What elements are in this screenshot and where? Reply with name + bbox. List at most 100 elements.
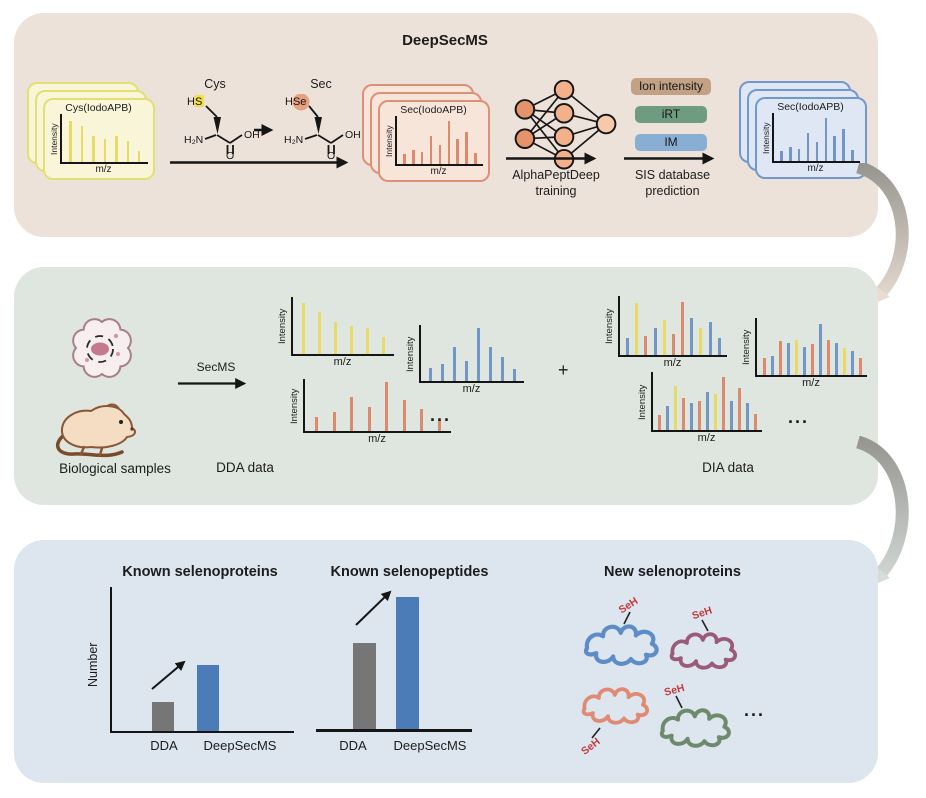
nn-output-node [595, 113, 617, 135]
chart1-bar-deepsecms [197, 665, 219, 731]
chart1-title: Known selenoproteins [122, 564, 278, 580]
number-axis-label: Number [86, 642, 100, 688]
predicted-spectrum-card-stack: Sec(IodoAPB) Intensity m/z [739, 81, 867, 179]
ms-spectrum-plot [303, 379, 451, 433]
neural-network-icon [514, 80, 617, 170]
chart2-bar-dda [353, 643, 376, 729]
secms-arrow-label: SecMS [196, 360, 236, 374]
mouse-nose [130, 427, 134, 431]
ms-spectrum-plot [755, 318, 867, 377]
mouse-eye [119, 420, 123, 424]
dia-data-label: DIA data [702, 460, 754, 475]
x-axis-label: m/z [95, 164, 112, 175]
x-axis-label: m/z [663, 357, 682, 369]
dda-data-label: DDA data [216, 460, 274, 475]
cys-to-sec-arrow [254, 124, 274, 136]
ms-spectrum-plot [60, 114, 148, 164]
y-axis-label: Intensity [761, 122, 771, 154]
cys-label: Cys [204, 77, 226, 91]
ms-spectrum-plot [618, 296, 727, 357]
sec-spectrum-card: Sec(IodoAPB) Intensity m/z [378, 100, 490, 182]
dda-spectrum-blue: Intensity m/z [405, 325, 524, 398]
chart1-xtick-dda: DDA [150, 738, 178, 753]
hydroxyl-label: OH [345, 129, 361, 141]
wedge-bond [213, 117, 221, 134]
nn-input-node [514, 128, 536, 149]
x-axis-label: m/z [333, 356, 352, 368]
hse-group-label: HSe [285, 96, 306, 108]
sec-label: Sec [310, 77, 332, 91]
x-axis-label: m/z [807, 163, 824, 174]
card-title: Cys(IodoAPB) [65, 102, 132, 114]
chart2-xtick-deepsecms: DeepSecMS [393, 738, 467, 753]
cys-spectrum-card-stack: Cys(IodoAPB) Intensity m/z [27, 82, 155, 180]
carbonyl-o-label: O [226, 150, 234, 160]
chart2-xtick-dda: DDA [339, 738, 367, 753]
x-axis-label: m/z [462, 383, 481, 395]
hydroxyl-label: OH [244, 129, 260, 141]
plus-sign: + [558, 360, 569, 380]
dda-ellipsis: ... [430, 405, 452, 425]
nucleus-dashed-ring [86, 335, 114, 363]
cysteine-structure: HS H₂N OH O [184, 95, 260, 160]
x-axis-label: m/z [368, 433, 386, 445]
seh-label: SeH [617, 595, 641, 616]
protein-ribbon-maroon: SeH [666, 604, 744, 674]
proteins-ellipsis: ... [744, 700, 766, 720]
x-axis-label: m/z [430, 166, 447, 177]
training-arrow [506, 152, 597, 165]
mouse-legs [79, 445, 104, 457]
protein-ribbon-blue: SeH [580, 595, 668, 670]
mouse-tail [55, 433, 124, 458]
training-arrow-label-1: AlphaPeptDeep [512, 168, 600, 182]
x-axis-label: m/z [697, 432, 716, 444]
x-axis-label: m/z [802, 377, 820, 389]
seh-label: SeH [579, 736, 602, 758]
hs-group-label: HS [187, 96, 202, 108]
secms-arrow [178, 378, 247, 389]
dia-spectrum-3: Intensity m/z [637, 372, 762, 447]
nn-input-node [514, 99, 536, 120]
y-axis-label: Intensity [637, 384, 648, 420]
mouse-icon [55, 403, 136, 458]
thiol-highlight [194, 95, 204, 107]
carbonyl-o-label: O [327, 150, 335, 160]
y-axis-label: Intensity [384, 125, 394, 157]
nn-hidden-node [553, 126, 575, 148]
chart2-baseline [316, 729, 472, 732]
ion-intensity-badge: Ion intensity [631, 78, 711, 95]
derivatization-arrow [170, 156, 349, 169]
selenocysteine-structure: HSe H₂N OH O [284, 94, 361, 160]
card-title: Sec(IodoAPB) [777, 101, 844, 113]
cell-icon [72, 318, 132, 378]
ms-spectrum-plot [651, 372, 762, 432]
ms-spectrum-plot [291, 297, 394, 356]
new-selenoproteins-title: New selenoproteins [604, 564, 741, 580]
chart1-bar-dda [152, 702, 174, 731]
figure-title: DeepSecMS [402, 32, 488, 49]
protein-ribbon-green: SeH [654, 682, 736, 750]
irt-badge: iRT [635, 106, 707, 123]
y-axis-label: Intensity [405, 336, 416, 372]
selenol-highlight [292, 94, 310, 111]
ms-spectrum-plot [395, 116, 483, 166]
prediction-arrow-label-1: SIS database [634, 168, 711, 182]
ms-spectrum-plot [772, 113, 860, 163]
wedge-bond [314, 117, 322, 134]
biological-samples-label: Biological samples [59, 461, 171, 476]
y-axis-label: Intensity [49, 123, 59, 155]
nn-hidden-node [553, 80, 575, 101]
chart2-increase-arrow [355, 590, 392, 626]
middle-panel-acquisition [14, 267, 878, 505]
cell-nucleus [91, 342, 109, 356]
card-title: Sec(IodoAPB) [400, 104, 467, 116]
dia-spectrum-2: Intensity m/z [741, 318, 867, 392]
amine-label: H₂N [284, 134, 303, 146]
y-axis-label: Intensity [604, 308, 615, 345]
sec-spectrum-card-stack: Sec(IodoAPB) Intensity m/z [362, 84, 490, 182]
dda-spectrum-yellow: Intensity m/z [277, 297, 394, 371]
cys-spectrum-card: Cys(IodoAPB) Intensity m/z [43, 98, 155, 180]
chart1-axes [110, 587, 294, 733]
chart1-increase-arrow [151, 660, 186, 690]
